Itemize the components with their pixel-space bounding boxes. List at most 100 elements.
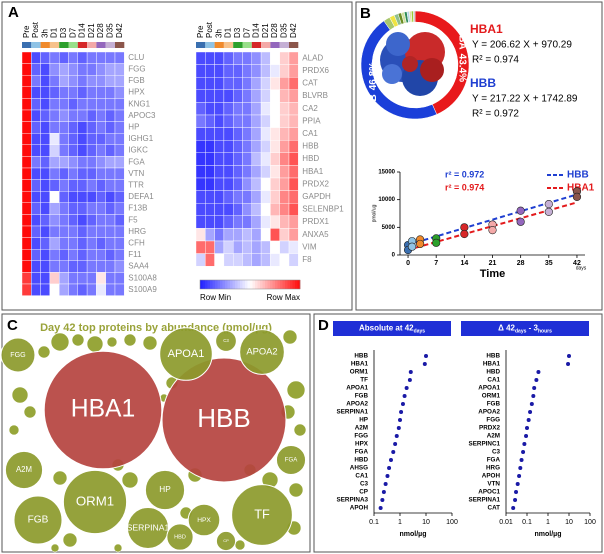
heat-cell bbox=[21, 190, 32, 203]
heat-cell bbox=[242, 127, 253, 141]
annotation: Y = 217.22 X + 1742.89 bbox=[472, 94, 578, 105]
heat-cell bbox=[260, 89, 271, 103]
colorbar-step bbox=[215, 280, 218, 289]
heat-cell bbox=[260, 215, 271, 229]
heat-cell bbox=[195, 89, 206, 103]
heat-cell bbox=[59, 225, 69, 238]
heat-cell bbox=[260, 190, 271, 204]
filler-bubble bbox=[50, 332, 70, 352]
heat-cell bbox=[279, 240, 290, 254]
colorbar-step bbox=[232, 280, 236, 289]
heat-cell bbox=[270, 190, 280, 204]
row-label: BLVRB bbox=[302, 91, 328, 100]
row-label: S100A8 bbox=[128, 273, 157, 282]
colorbar-step bbox=[260, 280, 263, 289]
colorbar-step bbox=[237, 280, 241, 289]
x-axis-label: nmol/µg bbox=[400, 531, 427, 538]
heat-cell bbox=[288, 127, 299, 141]
heat-cell bbox=[40, 190, 51, 203]
data-point bbox=[516, 206, 525, 215]
heat-cell bbox=[105, 51, 116, 64]
colorbar-step bbox=[292, 280, 296, 289]
x-tick-label: 1 bbox=[546, 519, 550, 526]
heat-cell bbox=[96, 109, 106, 122]
heat-cell bbox=[114, 98, 125, 111]
heat-cell bbox=[288, 228, 299, 242]
category-label: FGG bbox=[354, 433, 368, 440]
heat-cell bbox=[279, 114, 290, 128]
filler-bubble bbox=[234, 539, 246, 551]
category-label: FGG bbox=[486, 417, 500, 424]
heat-cell bbox=[270, 51, 280, 65]
heat-cell bbox=[49, 109, 60, 122]
category-label: AHSG bbox=[350, 465, 368, 472]
heat-cell bbox=[232, 228, 243, 242]
heat-cell bbox=[223, 165, 234, 179]
category-label: C3 bbox=[360, 481, 369, 488]
data-point bbox=[516, 217, 525, 226]
row-label: IGHG1 bbox=[128, 134, 153, 143]
heat-cell bbox=[288, 152, 299, 166]
y-tick-label: 0 bbox=[392, 253, 396, 259]
row-label: F8 bbox=[302, 255, 312, 264]
heat-cell bbox=[223, 51, 234, 65]
heat-cell bbox=[31, 283, 41, 296]
heat-cell bbox=[114, 132, 125, 145]
heat-cell bbox=[105, 98, 116, 111]
heat-cell bbox=[260, 139, 271, 153]
heat-cell bbox=[21, 283, 32, 296]
heat-cell bbox=[195, 253, 206, 267]
heat-cell bbox=[260, 51, 271, 65]
heat-cell bbox=[114, 167, 125, 180]
heat-cell bbox=[214, 228, 225, 242]
heat-cell bbox=[214, 102, 225, 116]
heat-cell bbox=[59, 190, 69, 203]
heat-cell bbox=[105, 225, 116, 238]
heat-cell bbox=[242, 114, 253, 128]
heat-cell bbox=[223, 139, 234, 153]
heat-cell bbox=[40, 283, 51, 296]
x-tick-label: 100 bbox=[446, 519, 458, 526]
heat-cell bbox=[232, 102, 243, 116]
heat-cell bbox=[31, 167, 41, 180]
heat-cell bbox=[205, 165, 215, 179]
category-label: HBB bbox=[486, 353, 500, 360]
heat-cell bbox=[31, 179, 41, 192]
heat-cell bbox=[77, 156, 88, 169]
bubble-label: FGG bbox=[10, 351, 25, 359]
heat-cell bbox=[77, 121, 88, 134]
heat-cell bbox=[77, 202, 88, 215]
heat-cell bbox=[21, 144, 32, 157]
heat-cell bbox=[251, 152, 262, 166]
heat-cell bbox=[59, 179, 69, 192]
slice-name: HBA bbox=[457, 28, 468, 50]
heat-cell bbox=[195, 51, 206, 65]
bubble bbox=[4, 450, 44, 490]
heat-cell bbox=[86, 179, 97, 192]
bubble-label: FGB bbox=[28, 515, 49, 526]
data-point bbox=[488, 226, 497, 235]
heat-cell bbox=[40, 179, 51, 192]
dot bbox=[511, 506, 516, 510]
heat-cell bbox=[96, 63, 106, 76]
heat-cell bbox=[214, 215, 225, 229]
heat-cell bbox=[68, 202, 79, 215]
data-point bbox=[416, 239, 425, 249]
heat-cell bbox=[86, 156, 97, 169]
heat-cell bbox=[288, 114, 299, 128]
heat-cell bbox=[40, 98, 51, 111]
colorbar-step bbox=[240, 280, 243, 289]
annotation: HBA1 bbox=[470, 22, 503, 36]
column-label: D42 bbox=[115, 23, 124, 38]
row-label: HBA1 bbox=[302, 167, 323, 176]
heat-cell bbox=[205, 127, 215, 141]
heat-cell bbox=[223, 102, 234, 116]
column-color bbox=[233, 42, 243, 48]
heat-cell bbox=[214, 240, 225, 254]
annotation: R² = 0.974 bbox=[472, 55, 519, 66]
heat-cell bbox=[96, 132, 106, 145]
x-tick-label: 14 bbox=[460, 260, 468, 267]
heat-cell bbox=[96, 86, 106, 99]
heat-cell bbox=[114, 144, 125, 157]
heat-cell bbox=[105, 272, 116, 285]
